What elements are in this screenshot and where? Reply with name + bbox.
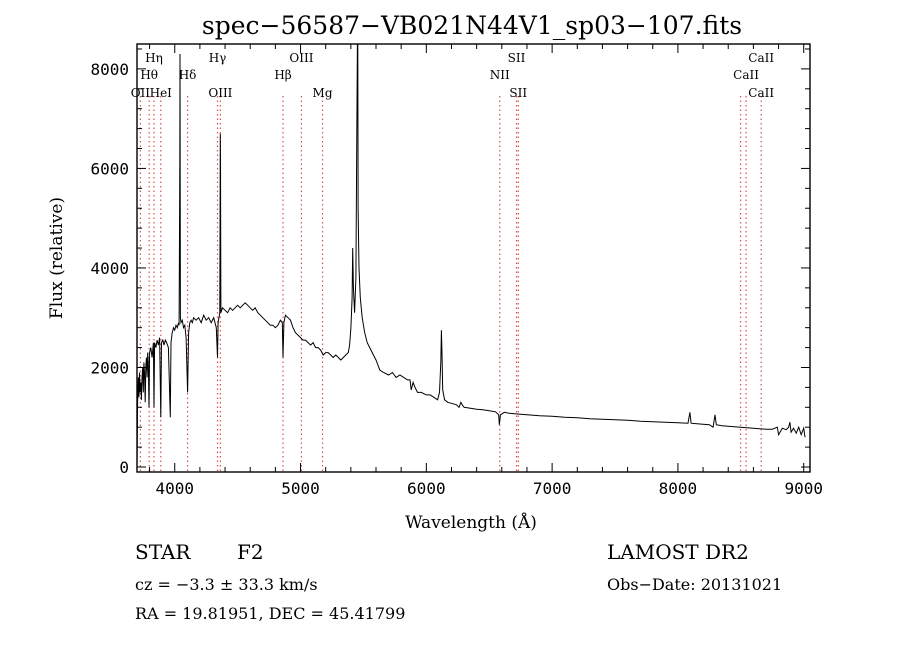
x-tick-label: 6000 bbox=[407, 479, 446, 498]
line-label: Mg bbox=[313, 86, 333, 100]
x-axis: 4000 5000 6000 7000 8000 9000 bbox=[149, 44, 823, 498]
line-label: NII bbox=[490, 68, 510, 82]
y-tick-label: 6000 bbox=[90, 159, 129, 178]
y-axis: 0 2000 4000 6000 8000 bbox=[90, 48, 810, 477]
x-tick-label: 5000 bbox=[281, 479, 320, 498]
velocity-readout: cz = −3.3 ± 33.3 km/s bbox=[135, 575, 318, 594]
line-label: OII bbox=[131, 86, 151, 100]
y-tick-label: 2000 bbox=[90, 358, 129, 377]
line-label: Hδ bbox=[179, 68, 197, 82]
plot-frame bbox=[136, 43, 811, 473]
line-label: CaII bbox=[748, 51, 774, 65]
line-labels: Hη Hθ OII HeI Hδ Hγ OIII OIII Hβ Mg SII NII SII CaII C… bbox=[131, 51, 775, 100]
y-axis-label: Flux (relative) bbox=[47, 197, 67, 319]
line-label: Hθ bbox=[140, 68, 158, 82]
coordinates: RA = 19.81951, DEC = 45.41799 bbox=[135, 604, 405, 623]
x-axis-label: Wavelength (Å) bbox=[405, 512, 537, 533]
spectrum-line bbox=[136, 43, 806, 468]
x-tick-label: 9000 bbox=[784, 479, 823, 498]
chart-title: spec−56587−VB021N44V1_sp03−107.fits bbox=[202, 11, 742, 40]
line-label: Hβ bbox=[274, 68, 291, 82]
survey-name: LAMOST DR2 bbox=[607, 540, 749, 564]
line-label: HeI bbox=[150, 86, 173, 100]
line-label: OIII bbox=[208, 86, 232, 100]
line-markers bbox=[139, 96, 762, 472]
line-label: CaII bbox=[748, 86, 774, 100]
object-subclass: F2 bbox=[237, 540, 264, 564]
line-label: Hη bbox=[145, 51, 163, 65]
x-tick-label: 8000 bbox=[659, 479, 698, 498]
line-label: SII bbox=[508, 51, 526, 65]
line-label: CaII bbox=[733, 68, 759, 82]
line-label: OIII bbox=[289, 51, 313, 65]
y-tick-label: 4000 bbox=[90, 259, 129, 278]
y-tick-label: 0 bbox=[119, 458, 129, 477]
line-label: SII bbox=[509, 86, 527, 100]
x-tick-label: 4000 bbox=[155, 479, 194, 498]
obs-date: Obs−Date: 20131021 bbox=[607, 575, 782, 594]
object-class: STAR bbox=[135, 540, 191, 564]
line-label: Hγ bbox=[209, 51, 227, 65]
x-tick-label: 7000 bbox=[533, 479, 572, 498]
y-tick-label: 8000 bbox=[90, 60, 129, 79]
